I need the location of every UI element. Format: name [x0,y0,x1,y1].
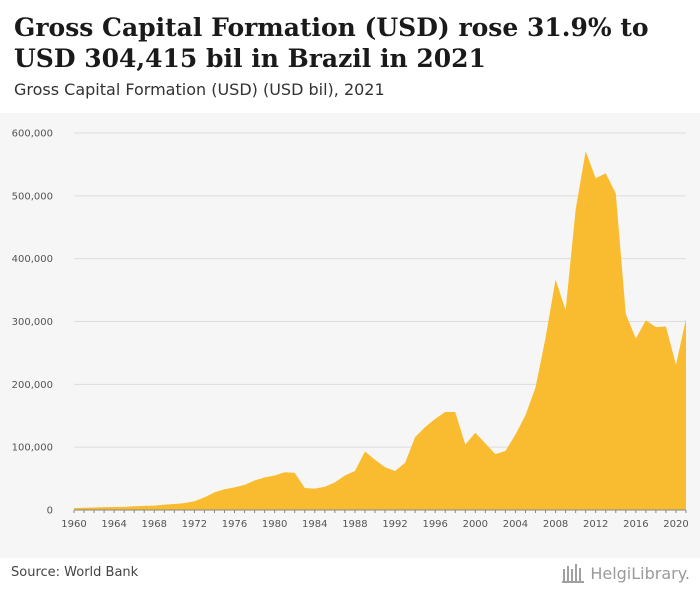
x-tick-label: 2004 [503,519,528,530]
x-tick-label: 2012 [583,519,608,530]
footer [0,558,700,596]
x-tick-label: 2000 [463,519,488,530]
series-area [74,151,686,510]
area-chart: 0 100,000 200,000 300,000 400,000 500,000 600,… [12,129,689,531]
x-tick-label: 1992 [382,519,407,530]
x-axis-ticks: 1960 1964 1968 1972 1976 1980 1984 1988 1992 1996… [61,510,689,530]
x-tick-label: 1984 [302,519,327,530]
y-tick-label: 500,000 [12,191,53,202]
x-tick-label: 1988 [342,519,367,530]
y-tick-label: 100,000 [12,443,53,454]
x-tick-label: 1960 [61,519,86,530]
x-tick-label: 1980 [262,519,287,530]
x-tick-label: 1976 [222,519,247,530]
y-tick-label: 400,000 [12,254,53,265]
y-axis-ticks: 0 100,000 200,000 300,000 400,000 500,000 600,… [12,129,53,517]
source-label: Source: World Bank [11,565,139,580]
header: Gross Capital Formation (USD) rose 31.9%… [0,0,700,113]
x-tick-label: 2008 [543,519,568,530]
x-tick-label: 1968 [142,519,167,530]
y-tick-label: 300,000 [12,317,53,328]
chart-subtitle: Gross Capital Formation (USD) (USD bil),… [14,80,385,99]
x-tick-label: 1996 [422,519,447,530]
helgi-library-logo: HelgiLibrary. [562,561,690,585]
chart-title: Gross Capital Formation (USD) rose 31.9%… [14,13,649,73]
x-tick-label: 2016 [623,519,648,530]
plot-area: 0 100,000 200,000 300,000 400,000 500,000 600,… [0,113,700,558]
y-tick-label: 200,000 [12,380,53,391]
y-tick-label: 0 [47,506,53,517]
x-tick-label: 1972 [182,519,207,530]
y-tick-label: 600,000 [12,129,53,140]
x-tick-label: 2020 [663,519,688,530]
library-building-icon [562,563,586,583]
logo-text: HelgiLibrary. [590,563,690,583]
x-tick-label: 1964 [101,519,126,530]
